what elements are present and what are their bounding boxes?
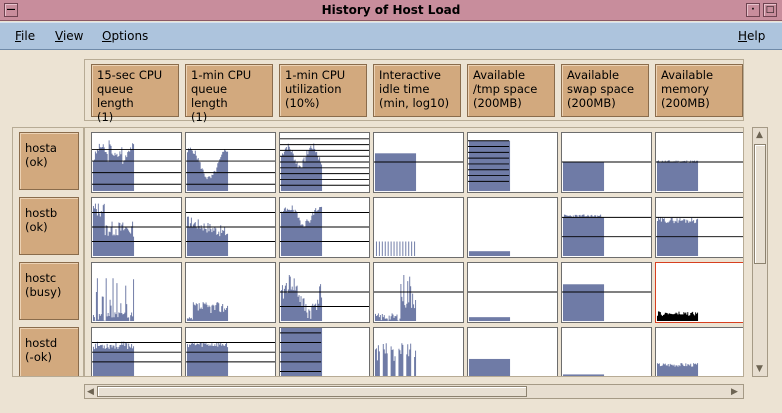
history-cell-hostc-tmp[interactable] [467,262,558,323]
history-sparkline [562,284,651,322]
host-button-hostb[interactable]: hostb (ok) [19,197,79,255]
history-sparkline [280,205,369,257]
host-name: hostd [25,336,58,350]
history-sparkline [375,241,416,257]
history-sparkline [562,374,605,376]
history-cell-hosta-tmp[interactable] [467,132,558,193]
column-header-15sec-queue[interactable]: 15-sec CPU queue length (1) [91,64,179,124]
history-sparkline [92,278,135,322]
column-header-tmp-space[interactable]: Available /tmp space (200MB) [467,64,555,117]
history-cell-hostc-swap[interactable] [561,262,652,323]
history-sparkline [656,363,699,376]
host-name: hostc [25,271,57,285]
history-sparkline [656,216,743,257]
host-name: hostb [25,206,58,220]
history-sparkline [92,140,181,192]
menu-options[interactable]: Options [102,29,149,43]
history-sparkline [374,275,463,322]
history-sparkline [186,302,229,322]
history-cell-hostb-swap[interactable] [561,197,652,258]
horizontal-scroll-thumb[interactable] [97,386,527,397]
history-cell-hostb-q15[interactable] [91,197,182,258]
maximize-icon[interactable]: □ [763,3,777,17]
scroll-up-arrow-icon[interactable]: ▲ [756,130,763,140]
history-cell-hostb-cpu[interactable] [279,197,370,258]
history-cell-hostc-q1m[interactable] [185,262,276,323]
load-history-grid [84,127,744,377]
history-cell-hosta-swap[interactable] [561,132,652,193]
window-menu-icon[interactable]: — [4,3,18,17]
column-header-cpu-utilization[interactable]: 1-min CPU utilization (10%) [279,64,367,117]
history-cell-hostd-cpu[interactable] [279,327,370,376]
scroll-left-arrow-icon[interactable]: ◀ [87,387,94,397]
history-cell-hostb-idle[interactable] [373,197,464,258]
history-sparkline [656,160,743,192]
host-status: (ok) [25,220,48,234]
history-sparkline [562,214,651,257]
history-sparkline [186,212,275,257]
history-sparkline [92,203,181,257]
vertical-scrollbar[interactable]: ▲ ▼ [752,127,768,377]
history-cell-hosta-idle[interactable] [373,132,464,193]
history-sparkline [468,251,511,257]
host-button-hosta[interactable]: hosta (ok) [19,132,79,190]
menu-file[interactable]: File [15,29,36,43]
history-cell-hostc-cpu[interactable] [279,262,370,323]
history-cell-hostc-mem[interactable] [655,262,743,323]
column-header-swap-space[interactable]: Available swap space (200MB) [561,64,649,117]
history-cell-hostd-q15[interactable] [91,327,182,376]
host-status: (busy) [25,285,62,299]
menu-view[interactable]: View [55,29,84,43]
history-cell-hostc-q15[interactable] [91,262,182,323]
column-header-idle-time[interactable]: Interactive idle time (min, log10) [373,64,461,117]
column-header-panel: 15-sec CPU queue length (1) 1-min CPU qu… [84,59,744,124]
history-sparkline [656,311,699,322]
main-content: 15-sec CPU queue length (1) 1-min CPU qu… [0,51,782,413]
history-cell-hostb-mem[interactable] [655,197,743,258]
history-sparkline [468,291,557,322]
vertical-scroll-thumb[interactable] [754,144,766,264]
history-sparkline [374,343,417,376]
menu-bar: File View Options Help [0,22,782,50]
host-status: (-ok) [25,350,53,364]
scroll-right-arrow-icon[interactable]: ▶ [731,387,738,397]
history-sparkline [562,161,651,192]
history-cell-hostc-idle[interactable] [373,262,464,323]
minimize-icon[interactable]: · [746,3,760,17]
menu-help[interactable]: Help [738,29,766,43]
history-cell-hostb-tmp[interactable] [467,197,558,258]
history-cell-hosta-cpu[interactable] [279,132,370,193]
history-cell-hostd-idle[interactable] [373,327,464,376]
host-button-hostd[interactable]: hostd (-ok) [19,327,79,376]
history-sparkline [280,138,369,192]
history-cell-hosta-mem[interactable] [655,132,743,193]
host-status: (ok) [25,155,48,169]
history-sparkline [92,341,181,376]
host-button-hostc[interactable]: hostc (busy) [19,262,79,320]
history-cell-hostd-mem[interactable] [655,327,743,376]
column-header-memory[interactable]: Available memory (200MB) [655,64,743,117]
history-sparkline [280,328,323,376]
history-cell-hosta-q1m[interactable] [185,132,276,193]
history-cell-hosta-q15[interactable] [91,132,182,193]
history-sparkline [468,140,511,192]
column-header-1min-queue[interactable]: 1-min CPU queue length (1) [185,64,273,124]
host-name: hosta [25,141,57,155]
history-sparkline [468,358,511,376]
scroll-down-arrow-icon[interactable]: ▼ [756,364,763,374]
window-title: History of Host Load [321,3,461,17]
history-cell-hostb-q1m[interactable] [185,197,276,258]
history-sparkline [186,342,275,376]
history-sparkline [280,275,369,322]
horizontal-scrollbar[interactable]: ◀ ▶ [84,384,744,399]
history-cell-hostd-tmp[interactable] [467,327,558,376]
history-cell-hostd-q1m[interactable] [185,327,276,376]
history-cell-hostd-swap[interactable] [561,327,652,376]
history-sparkline [186,147,275,192]
history-sparkline [374,153,463,192]
title-bar: — History of Host Load · □ [0,0,782,21]
host-list-panel: hosta (ok) hostb (ok) hostc (busy) hostd… [12,127,84,377]
